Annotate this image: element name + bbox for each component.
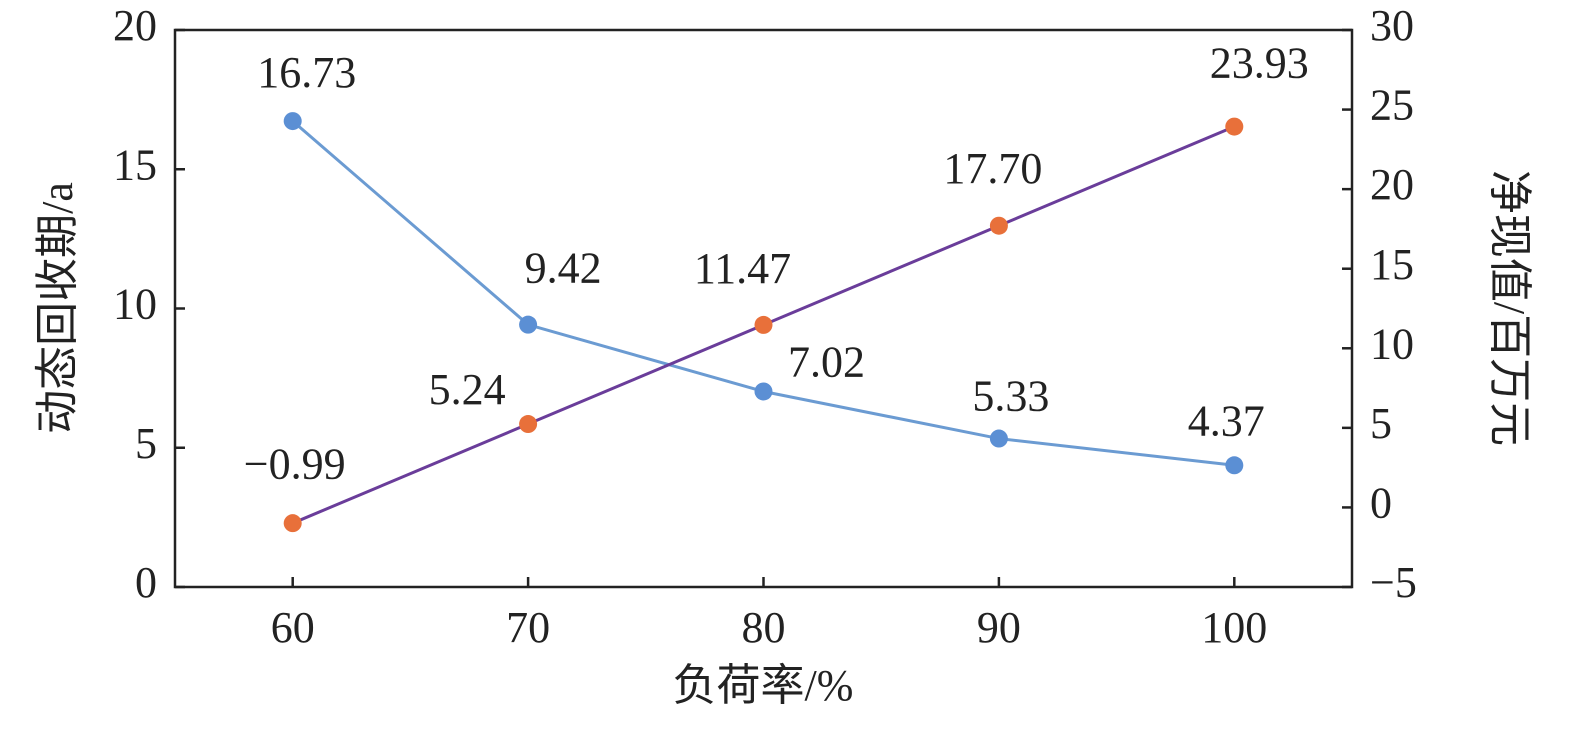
data-label: 11.47 [694, 244, 791, 293]
x-tick-label: 60 [271, 603, 315, 652]
data-label: 16.73 [257, 48, 356, 97]
point [519, 315, 538, 334]
y-tick-label: 15 [113, 140, 157, 189]
y2-tick-label: 0 [1370, 479, 1392, 528]
y-tick-label: 20 [113, 1, 157, 50]
y2-tick-label: 10 [1370, 319, 1414, 368]
point [1225, 456, 1244, 475]
point [519, 415, 538, 434]
x-tick-label: 80 [742, 603, 786, 652]
data-label: 17.70 [943, 144, 1042, 193]
y-tick-label: 0 [135, 558, 157, 607]
data-label: 4.37 [1188, 396, 1265, 445]
point [283, 514, 302, 533]
plot-frame [173, 28, 1354, 589]
point [283, 112, 302, 131]
y-axis-label: 动态回收期/a [33, 182, 82, 434]
x-tick-label: 90 [977, 603, 1021, 652]
y2-tick-label: 25 [1370, 81, 1414, 130]
point [989, 429, 1008, 448]
data-label: 5.33 [972, 372, 1049, 421]
x-tick-label: 100 [1201, 603, 1267, 652]
data-label: 7.02 [788, 338, 865, 387]
y-tick-label: 10 [113, 280, 157, 329]
x-axis-label: 负荷率/% [673, 661, 854, 710]
point [754, 315, 773, 334]
y2-tick-label: 30 [1370, 1, 1414, 50]
point [754, 382, 773, 401]
point [1225, 117, 1244, 136]
y2-tick-label: −5 [1370, 558, 1417, 607]
data-label: 23.93 [1210, 39, 1309, 88]
y2-tick-label: 20 [1370, 160, 1414, 209]
point [989, 216, 1008, 235]
data-label: 5.24 [429, 365, 506, 414]
y-tick-label: 5 [135, 419, 157, 468]
y2-tick-label: 5 [1370, 399, 1392, 448]
x-tick-label: 70 [506, 603, 550, 652]
data-label: 9.42 [525, 244, 602, 293]
y2-axis-label: 净现值/百万元 [1485, 170, 1534, 446]
y2-tick-label: 15 [1370, 240, 1414, 289]
data-label: −0.99 [244, 439, 346, 488]
